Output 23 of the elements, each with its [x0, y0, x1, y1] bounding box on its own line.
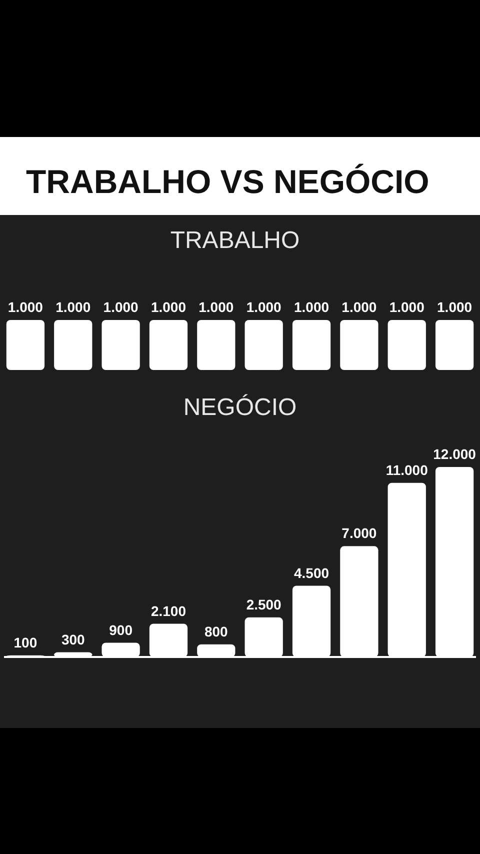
data-label: 1.000 — [103, 299, 139, 315]
data-label: 1.000 — [342, 299, 377, 315]
data-label: 1.000 — [246, 299, 282, 315]
data-label: 300 — [61, 631, 86, 648]
data-label: 1.000 — [8, 299, 44, 315]
data-label: 2.500 — [246, 596, 282, 612]
data-label: 1.000 — [56, 299, 91, 315]
data-label: 1.000 — [150, 299, 186, 315]
data-label: 1.000 — [294, 299, 330, 315]
data-label: 11.000 — [386, 462, 428, 478]
data-label: 7.000 — [342, 525, 377, 542]
data-label: 1.000 — [389, 299, 425, 315]
data-label: 12.000 — [433, 446, 476, 462]
data-label: 800 — [204, 623, 228, 640]
data-label: 900 — [109, 622, 133, 638]
data-label: 4.500 — [294, 564, 330, 581]
data-label: 1.000 — [437, 299, 472, 315]
data-label: 100 — [14, 634, 38, 650]
data-label: 2.100 — [150, 602, 186, 619]
chart-subtitle: TRABALHO — [170, 227, 300, 254]
chart-title: NEGÓCIO — [183, 394, 297, 421]
data-label: 1.000 — [198, 299, 234, 315]
chart-title: TRABALHO VS NEGÓCIO — [26, 163, 430, 200]
